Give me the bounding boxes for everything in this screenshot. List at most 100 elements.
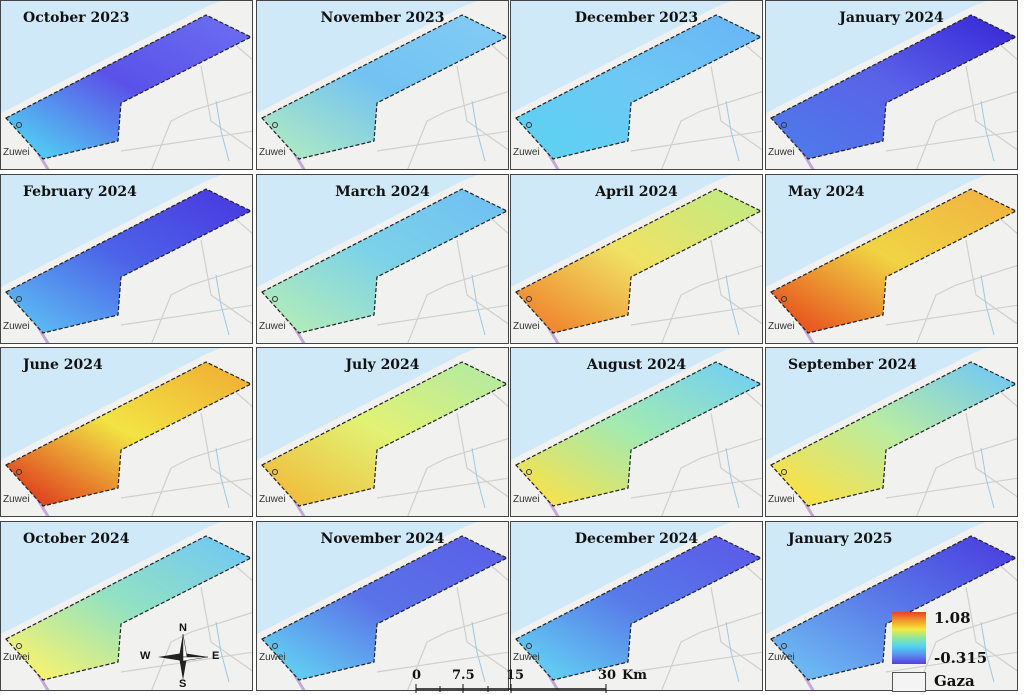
- town-label: Zuwei: [768, 321, 795, 332]
- map-svg: [766, 522, 1017, 690]
- town-label: Zuwei: [3, 321, 30, 332]
- gaza-index-area: [261, 535, 508, 681]
- west-label: W: [140, 650, 151, 662]
- map-panel: April 2024 Zuwei: [510, 174, 763, 344]
- scale-tick-1: 7.5: [452, 668, 475, 683]
- town-marker: [526, 296, 532, 302]
- panel-title: December 2023: [574, 10, 699, 26]
- panel-title: September 2024: [788, 357, 917, 373]
- panel-title: August 2024: [586, 357, 687, 373]
- gaza-index-area: [261, 188, 508, 334]
- town-marker: [781, 643, 787, 649]
- town-marker: [526, 122, 532, 128]
- river: [471, 621, 486, 683]
- panel-title: January 2025: [788, 531, 893, 547]
- scale-tick-3: 30: [598, 668, 617, 683]
- panel-title: June 2024: [23, 357, 103, 373]
- town-label: Zuwei: [513, 652, 540, 663]
- roads: [630, 214, 762, 343]
- panel-title: February 2024: [23, 184, 137, 200]
- roads: [885, 387, 1017, 516]
- river: [215, 447, 230, 509]
- map-svg: [1, 522, 252, 690]
- river: [980, 447, 995, 509]
- town-marker: [16, 643, 22, 649]
- map-svg: [257, 1, 508, 169]
- map-svg: [257, 522, 508, 690]
- map-panel: September 2024 Zuwei: [765, 347, 1018, 517]
- town-label: Zuwei: [768, 494, 795, 505]
- roads: [885, 561, 1017, 690]
- town-label: Zuwei: [513, 321, 540, 332]
- river: [725, 621, 740, 683]
- town-label: Zuwei: [513, 494, 540, 505]
- gaza-index-area: [515, 14, 762, 160]
- panel-title: March 2024: [335, 184, 430, 200]
- river: [215, 621, 230, 683]
- roads: [630, 40, 762, 169]
- town-marker: [526, 643, 532, 649]
- town-label: Zuwei: [3, 494, 30, 505]
- town-label: Zuwei: [513, 147, 540, 158]
- map-panel: May 2024 Zuwei: [765, 174, 1018, 344]
- roads: [885, 40, 1017, 169]
- gaza-index-area: [770, 535, 1017, 681]
- roads: [630, 387, 762, 516]
- legend-max: 1.08: [934, 609, 971, 627]
- map-svg: [511, 522, 762, 690]
- town-label: Zuwei: [259, 147, 286, 158]
- roads: [630, 561, 762, 690]
- town-marker: [781, 296, 787, 302]
- river: [725, 274, 740, 336]
- legend-min: -0.315: [934, 649, 988, 667]
- gaza-index-area: [515, 361, 762, 507]
- town-marker: [526, 469, 532, 475]
- gaza-index-area: [515, 188, 762, 334]
- legend: 1.08 -0.315 Gaza: [890, 609, 1015, 692]
- panel-title: July 2024: [345, 357, 420, 373]
- town-label: Zuwei: [259, 652, 286, 663]
- town-label: Zuwei: [768, 147, 795, 158]
- town-marker: [272, 296, 278, 302]
- map-panel: July 2024 Zuwei: [256, 347, 509, 517]
- map-panel: November 2023 Zuwei: [256, 0, 509, 170]
- scale-unit: Km: [622, 668, 648, 683]
- map-svg: [766, 1, 1017, 169]
- north-label: N: [179, 622, 187, 634]
- map-panel: December 2024 Zuwei: [510, 521, 763, 691]
- scale-tick-0: 0: [412, 668, 422, 683]
- roads: [885, 214, 1017, 343]
- river: [471, 274, 486, 336]
- gaza-index-area: [261, 361, 508, 507]
- town-marker: [781, 122, 787, 128]
- map-panel: March 2024 Zuwei: [256, 174, 509, 344]
- scale-tick-2: 15: [506, 668, 525, 683]
- map-panel: January 2025 Zuwei: [765, 521, 1018, 691]
- legend-gaza-label: Gaza: [934, 672, 975, 690]
- map-svg: [257, 175, 508, 343]
- roads: [376, 40, 508, 169]
- map-svg: [257, 348, 508, 516]
- north-arrow: N E S W: [138, 622, 228, 690]
- compass-icon: [158, 633, 209, 680]
- scale-bar-line: [415, 684, 607, 693]
- panel-title: November 2023: [320, 10, 445, 26]
- panel-title: May 2024: [788, 184, 865, 200]
- map-panel: August 2024 Zuwei: [510, 347, 763, 517]
- gaza-index-area: [261, 14, 508, 160]
- town-label: Zuwei: [3, 652, 30, 663]
- map-panel: October 2023 Zuwei: [0, 0, 253, 170]
- town-label: Zuwei: [259, 494, 286, 505]
- map-svg: [1, 348, 252, 516]
- roads: [120, 40, 252, 169]
- river: [471, 447, 486, 509]
- panel-title: January 2024: [839, 10, 944, 26]
- river: [215, 100, 230, 162]
- town-marker: [16, 469, 22, 475]
- gaza-index-area: [770, 14, 1017, 160]
- panel-title: October 2023: [23, 10, 130, 26]
- town-marker: [16, 122, 22, 128]
- gaza-index-area: [5, 361, 252, 507]
- gaza-index-area: [770, 188, 1017, 334]
